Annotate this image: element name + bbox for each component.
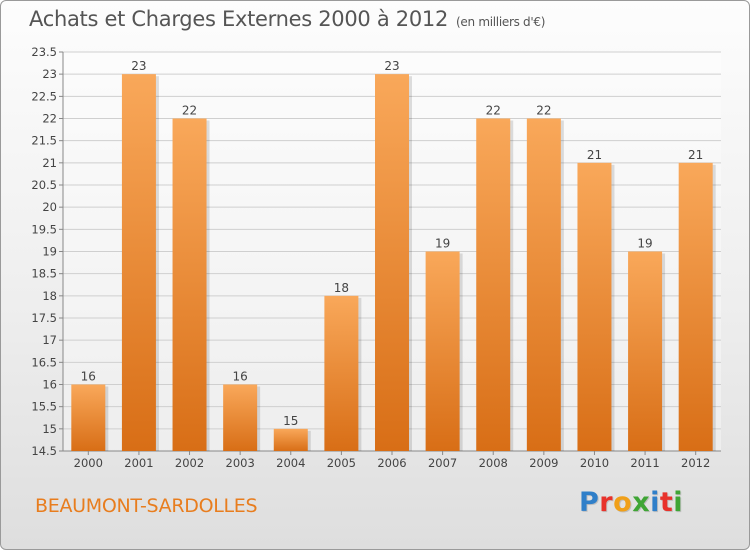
bar-2011: [628, 251, 663, 451]
bar-2004: [273, 428, 308, 451]
bar-2005: [324, 295, 359, 451]
bar-2006: [375, 74, 409, 452]
data-label-2001: 23: [131, 59, 146, 73]
y-tick-label: 18: [42, 289, 57, 303]
y-tick-label: 21.5: [31, 134, 57, 148]
y-tick-label: 14.5: [31, 444, 57, 458]
proxiti-logo: Proxiti: [579, 487, 683, 518]
x-tick-label-2004: 2004: [276, 456, 305, 470]
data-label-2007: 19: [435, 237, 450, 251]
x-tick-label-2002: 2002: [175, 456, 204, 470]
x-tick-label-2010: 2010: [580, 456, 609, 470]
y-tick-label: 18.5: [31, 267, 57, 281]
y-tick-label: 21: [42, 156, 57, 170]
title-text: Achats et Charges Externes 2000 à 2012: [29, 7, 449, 31]
y-tick-label: 22: [42, 112, 57, 126]
x-tick-label-2001: 2001: [124, 456, 153, 470]
x-tick-label-2005: 2005: [327, 456, 356, 470]
y-tick-label: 23.5: [31, 45, 57, 59]
x-tick-label-2003: 2003: [226, 456, 255, 470]
x-tick-label-2000: 2000: [74, 456, 103, 470]
data-label-2004: 15: [283, 414, 298, 428]
data-label-2008: 22: [486, 104, 501, 118]
bar-2010: [577, 162, 612, 452]
y-tick-label: 16: [42, 378, 57, 392]
x-tick-label-2007: 2007: [428, 456, 457, 470]
logo-letter: t: [659, 487, 674, 518]
logo-letter: i: [650, 487, 660, 518]
y-tick-label: 17: [42, 333, 57, 347]
bar-2009: [526, 118, 561, 451]
bar-2012: [678, 162, 713, 452]
data-label-2010: 21: [587, 148, 602, 162]
bar-2003: [223, 384, 258, 451]
logo-letter: i: [673, 487, 684, 518]
y-tick-label: 15: [42, 422, 57, 436]
data-label-2002: 22: [182, 104, 197, 118]
y-tick-label: 15.5: [31, 400, 57, 414]
x-tick-label-2008: 2008: [479, 456, 508, 470]
y-tick-label: 19.5: [31, 222, 57, 236]
bar-2001: [121, 74, 156, 452]
place-name: BEAUMONT-SARDOLLES: [35, 495, 258, 517]
logo-letter: r: [599, 487, 614, 518]
bar-2000: [71, 384, 106, 451]
x-tick-label-2012: 2012: [681, 456, 710, 470]
y-tick-label: 19: [42, 245, 57, 259]
data-label-2009: 22: [536, 104, 551, 118]
data-label-2006: 23: [384, 59, 399, 73]
chart-title: Achats et Charges Externes 2000 à 2012 (e…: [29, 7, 545, 31]
y-tick-label: 17.5: [31, 311, 57, 325]
bar-2007: [425, 251, 460, 451]
x-tick-label-2011: 2011: [630, 456, 659, 470]
bar-2008: [476, 118, 511, 451]
x-tick-label-2009: 2009: [529, 456, 558, 470]
x-tick-label-2006: 2006: [377, 456, 406, 470]
y-tick-label: 16.5: [31, 355, 57, 369]
y-tick-label: 22.5: [31, 89, 57, 103]
logo-letter: o: [613, 487, 633, 518]
data-label-2005: 18: [334, 281, 349, 295]
bar-2002: [172, 118, 207, 451]
y-tick-label: 20.5: [31, 178, 57, 192]
y-tick-label: 23: [42, 67, 57, 81]
data-label-2000: 16: [81, 370, 96, 384]
data-label-2003: 16: [233, 370, 248, 384]
y-tick-label: 20: [42, 200, 57, 214]
unit-note: (en milliers d'€): [456, 15, 546, 29]
logo-letter: x: [632, 487, 651, 518]
logo-letter: P: [579, 487, 600, 518]
data-label-2012: 21: [688, 148, 703, 162]
data-label-2011: 19: [637, 237, 652, 251]
